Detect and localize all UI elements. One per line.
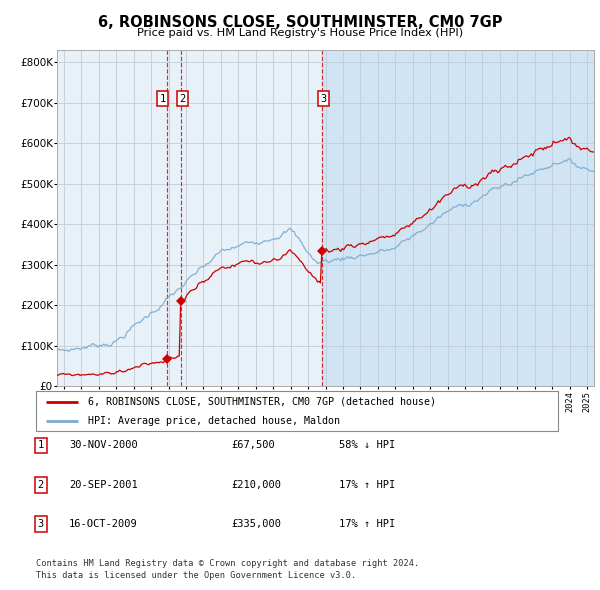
- Text: HPI: Average price, detached house, Maldon: HPI: Average price, detached house, Mald…: [88, 416, 340, 425]
- Text: 58% ↓ HPI: 58% ↓ HPI: [339, 441, 395, 450]
- Text: £335,000: £335,000: [231, 519, 281, 529]
- Text: 16-OCT-2009: 16-OCT-2009: [69, 519, 138, 529]
- Text: 20-SEP-2001: 20-SEP-2001: [69, 480, 138, 490]
- Text: This data is licensed under the Open Government Licence v3.0.: This data is licensed under the Open Gov…: [36, 571, 356, 580]
- Bar: [322, 50, 600, 386]
- Text: £210,000: £210,000: [231, 480, 281, 490]
- Text: £67,500: £67,500: [231, 441, 275, 450]
- Text: 6, ROBINSONS CLOSE, SOUTHMINSTER, CM0 7GP: 6, ROBINSONS CLOSE, SOUTHMINSTER, CM0 7G…: [98, 15, 502, 30]
- Text: 17% ↑ HPI: 17% ↑ HPI: [339, 480, 395, 490]
- FancyBboxPatch shape: [36, 391, 558, 431]
- Text: 6, ROBINSONS CLOSE, SOUTHMINSTER, CM0 7GP (detached house): 6, ROBINSONS CLOSE, SOUTHMINSTER, CM0 7G…: [88, 397, 436, 407]
- Text: 3: 3: [38, 519, 44, 529]
- Text: 2: 2: [38, 480, 44, 490]
- Text: Contains HM Land Registry data © Crown copyright and database right 2024.: Contains HM Land Registry data © Crown c…: [36, 559, 419, 568]
- Text: 3: 3: [320, 94, 326, 104]
- Text: 1: 1: [160, 94, 166, 104]
- Text: 17% ↑ HPI: 17% ↑ HPI: [339, 519, 395, 529]
- Text: Price paid vs. HM Land Registry's House Price Index (HPI): Price paid vs. HM Land Registry's House …: [137, 28, 463, 38]
- Text: 1: 1: [38, 441, 44, 450]
- Text: 30-NOV-2000: 30-NOV-2000: [69, 441, 138, 450]
- Text: 2: 2: [179, 94, 185, 104]
